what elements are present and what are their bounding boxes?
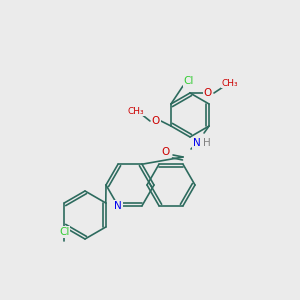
Text: O: O [161, 147, 169, 157]
Text: CH₃: CH₃ [128, 106, 144, 116]
Text: O: O [204, 88, 212, 98]
Text: N: N [114, 201, 122, 211]
Text: N: N [193, 138, 201, 148]
Text: O: O [152, 116, 160, 126]
Text: Cl: Cl [184, 76, 194, 86]
Text: Cl: Cl [59, 227, 69, 237]
Text: CH₃: CH₃ [222, 79, 238, 88]
Text: H: H [203, 138, 211, 148]
